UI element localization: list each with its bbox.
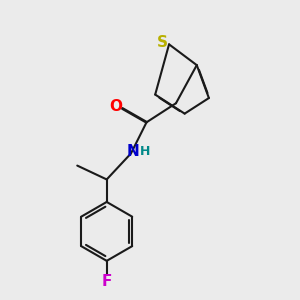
Text: N: N xyxy=(126,144,139,159)
Text: S: S xyxy=(157,35,168,50)
Text: F: F xyxy=(101,274,112,289)
Text: O: O xyxy=(110,99,123,114)
Text: H: H xyxy=(140,145,150,158)
